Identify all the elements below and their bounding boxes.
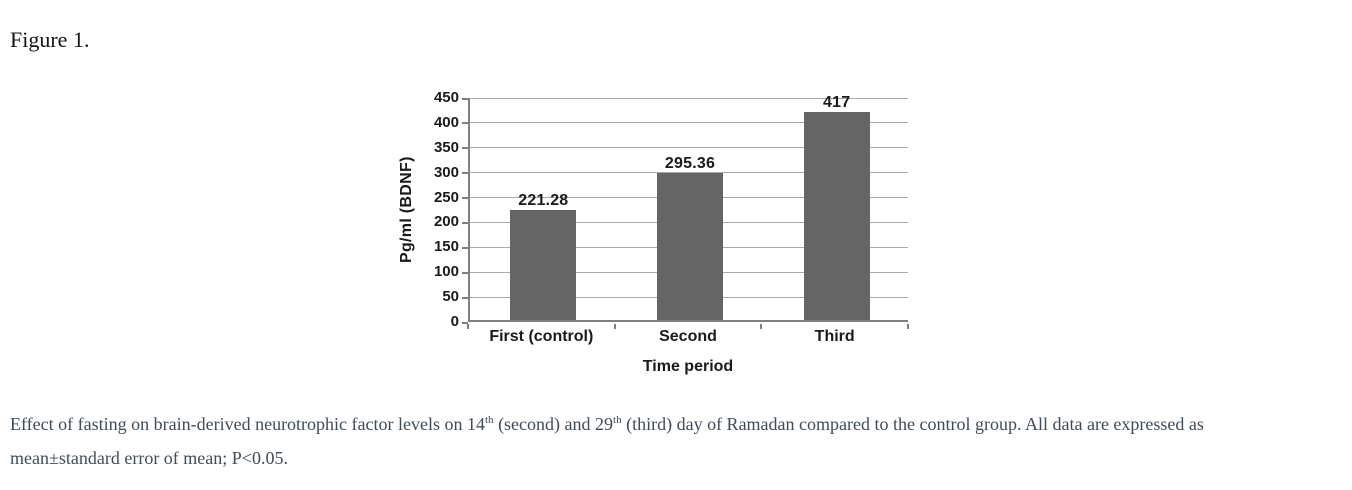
y-tick-label: 200 [433, 213, 459, 231]
bdnf-bar-chart: Pg/ml (BDNF) 221.28 295.36 417 First (cont… [396, 84, 920, 386]
y-tick-label: 400 [433, 113, 459, 131]
y-tick-label: 100 [433, 263, 459, 281]
gridline [470, 122, 908, 124]
caption-superscript: th [485, 414, 494, 426]
y-axis-tick [462, 321, 468, 324]
caption-text: (second) and 29 [493, 414, 614, 434]
x-axis-tick [613, 324, 616, 329]
y-tick-label: 450 [433, 89, 459, 106]
gridline [470, 147, 908, 149]
bar-value-label: 417 [823, 94, 851, 112]
x-axis-tick [467, 324, 469, 329]
y-tick-label: 250 [433, 188, 459, 206]
y-axis-tick [462, 97, 468, 100]
gridline [470, 172, 908, 174]
figure-caption: Effect of fasting on brain-derived neuro… [10, 407, 1345, 475]
y-axis-tick [462, 296, 468, 299]
y-tick-label: 350 [433, 138, 459, 156]
y-axis-tick [462, 221, 468, 224]
y-axis-tick [462, 246, 468, 249]
x-category-label: Second [659, 328, 717, 345]
gridline [470, 97, 908, 99]
bar-value-label: 295.36 [664, 154, 716, 172]
y-tick-label: 50 [442, 288, 459, 306]
bar [803, 112, 870, 320]
y-tick-label: 300 [433, 163, 459, 181]
caption-text: (third) day of Ramadan compared to the c… [621, 414, 1204, 434]
bar [510, 209, 577, 320]
x-category-label: Third [814, 328, 855, 345]
caption-line-1: Effect of fasting on brain-derived neuro… [10, 407, 1345, 441]
x-axis-title: Time period [642, 358, 734, 375]
bar-value-label: 221.28 [518, 191, 569, 209]
x-axis-tick [907, 324, 909, 329]
bar [657, 172, 723, 320]
y-axis-tick [462, 122, 468, 125]
figure-label: Figure 1. [10, 27, 90, 52]
x-axis-tick [760, 324, 763, 329]
y-tick-label: 150 [433, 238, 459, 256]
y-axis-tick [462, 147, 468, 150]
y-axis-tick [462, 197, 468, 200]
y-tick-label: 0 [450, 313, 459, 330]
caption-superscript: th [613, 414, 622, 426]
caption-text: Effect of fasting on brain-derived neuro… [10, 414, 485, 434]
y-axis-tick [462, 172, 468, 175]
caption-line-2: mean±standard error of mean; P<0.05. [10, 448, 288, 468]
plot-area: 221.28 295.36 417 [468, 94, 908, 322]
x-category-label: First (control) [489, 328, 594, 345]
y-axis-tick [462, 271, 468, 274]
x-axis-category-labels: First (control) Second Third [468, 328, 908, 346]
